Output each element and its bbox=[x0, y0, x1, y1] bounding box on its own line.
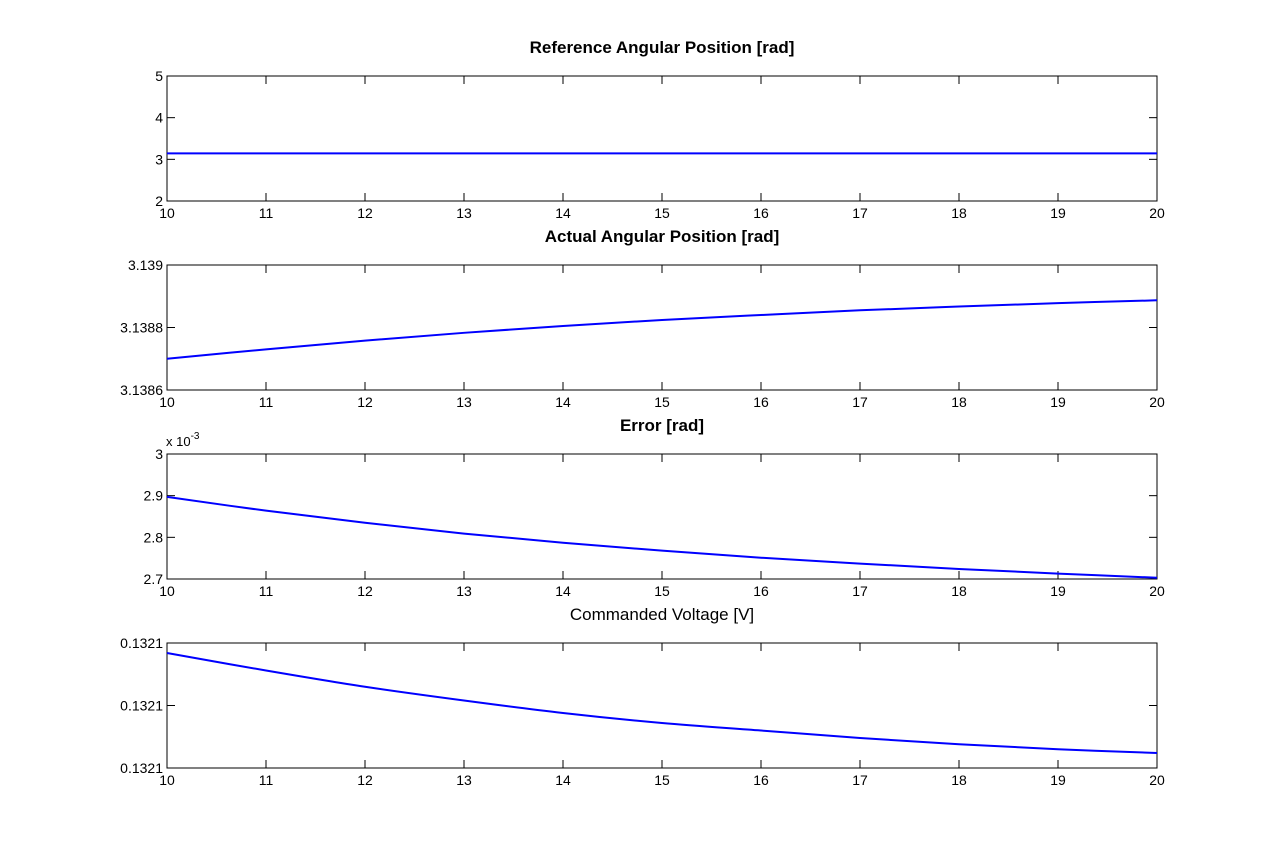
x-tick-label: 11 bbox=[259, 583, 274, 599]
y-tick-label: 3 bbox=[155, 151, 163, 167]
x-tick-label: 15 bbox=[654, 583, 670, 599]
series-line bbox=[166, 652, 1158, 754]
x-tick-label: 10 bbox=[159, 772, 175, 788]
subplot-title: Error [rad] bbox=[620, 416, 704, 435]
series-line bbox=[166, 495, 1158, 579]
subplot-title: Reference Angular Position [rad] bbox=[530, 38, 795, 57]
x-tick-label: 16 bbox=[753, 583, 769, 599]
x-tick-label: 16 bbox=[753, 394, 769, 410]
x-tick-label: 17 bbox=[852, 583, 868, 599]
exponent-power: -3 bbox=[191, 431, 200, 442]
x-tick-label: 19 bbox=[1050, 772, 1066, 788]
x-tick-label: 18 bbox=[951, 583, 967, 599]
x-tick-label: 20 bbox=[1149, 394, 1165, 410]
subplot-title: Actual Angular Position [rad] bbox=[545, 227, 780, 246]
subplot-1: Reference Angular Position [rad] 10 11 12 13… bbox=[155, 38, 1165, 221]
x-tick-label: 11 bbox=[259, 205, 274, 221]
axis-exponent-label: x 10-3 bbox=[166, 431, 200, 449]
x-tick-label: 19 bbox=[1050, 583, 1066, 599]
x-tick-label: 14 bbox=[555, 394, 571, 410]
x-tick-label: 14 bbox=[555, 772, 571, 788]
series-line bbox=[166, 299, 1158, 360]
y-tick-label: 0.1321 bbox=[120, 698, 163, 714]
x-tick-label: 18 bbox=[951, 205, 967, 221]
axes-frame bbox=[166, 264, 1158, 391]
x-tick-label: 20 bbox=[1149, 205, 1165, 221]
x-tick-label: 20 bbox=[1149, 583, 1165, 599]
x-tick-label: 13 bbox=[456, 772, 472, 788]
x-tick-label: 13 bbox=[456, 394, 472, 410]
x-tick-label: 18 bbox=[951, 772, 967, 788]
exponent-base: x 10 bbox=[166, 434, 191, 449]
subplot-3: Error [rad] x 10-3 10 11 12 13 14 15 16 17 18 19 20 2… bbox=[144, 416, 1165, 599]
subplot-2: Actual Angular Position [rad] 10 11 12 13 14 1… bbox=[120, 227, 1165, 410]
y-tick-label: 3.139 bbox=[128, 257, 163, 273]
y-tick-label: 0.1321 bbox=[120, 635, 163, 651]
x-tick-label: 17 bbox=[852, 394, 868, 410]
x-tick-label: 14 bbox=[555, 205, 571, 221]
x-tick-label: 19 bbox=[1050, 205, 1066, 221]
x-tick-label: 11 bbox=[259, 772, 274, 788]
x-tick-label: 11 bbox=[259, 394, 274, 410]
x-tick-label: 10 bbox=[159, 205, 175, 221]
x-tick-label: 16 bbox=[753, 772, 769, 788]
x-tick-label: 16 bbox=[753, 205, 769, 221]
y-tick-label: 2.8 bbox=[144, 529, 164, 545]
x-tick-label: 10 bbox=[159, 583, 175, 599]
subplot-4: Commanded Voltage [V] 10 11 12 13 14 15 16 17 18 1… bbox=[120, 605, 1165, 788]
y-tick-label: 3.1388 bbox=[120, 320, 163, 336]
y-tick-label: 2 bbox=[155, 193, 163, 209]
x-tick-label: 13 bbox=[456, 205, 472, 221]
x-tick-label: 12 bbox=[357, 205, 373, 221]
x-tick-label: 14 bbox=[555, 583, 571, 599]
y-tick-label: 2.9 bbox=[144, 488, 164, 504]
x-tick-label: 12 bbox=[357, 394, 373, 410]
y-tick-label: 0.1321 bbox=[120, 760, 163, 776]
x-tick-label: 19 bbox=[1050, 394, 1066, 410]
x-tick-label: 17 bbox=[852, 205, 868, 221]
x-tick-label: 10 bbox=[159, 394, 175, 410]
axes-frame bbox=[166, 75, 1158, 202]
y-tick-label: 3 bbox=[155, 446, 163, 462]
x-tick-label: 15 bbox=[654, 772, 670, 788]
y-tick-label: 3.1386 bbox=[120, 382, 163, 398]
x-tick-label: 13 bbox=[456, 583, 472, 599]
x-tick-label: 20 bbox=[1149, 772, 1165, 788]
subplot-title: Commanded Voltage [V] bbox=[570, 605, 754, 624]
x-tick-label: 18 bbox=[951, 394, 967, 410]
axes-frame bbox=[166, 453, 1158, 580]
y-tick-label: 2.7 bbox=[144, 571, 164, 587]
y-tick-label: 4 bbox=[155, 110, 163, 126]
y-tick-label: 5 bbox=[155, 68, 163, 84]
x-tick-label: 12 bbox=[357, 772, 373, 788]
x-tick-label: 15 bbox=[654, 394, 670, 410]
x-tick-label: 12 bbox=[357, 583, 373, 599]
x-tick-label: 17 bbox=[852, 772, 868, 788]
x-tick-label: 15 bbox=[654, 205, 670, 221]
axes-frame bbox=[166, 642, 1158, 769]
